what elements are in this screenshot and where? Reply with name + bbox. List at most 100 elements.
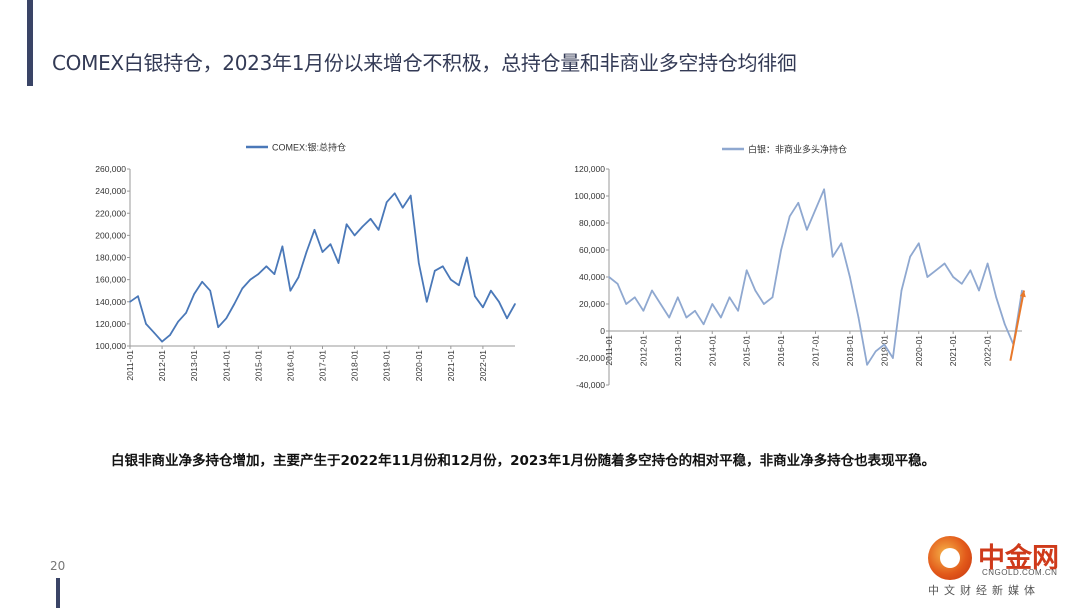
x-tick-label: 2011-01 xyxy=(604,335,614,366)
data-point xyxy=(892,357,894,359)
x-tick-label: 2013-01 xyxy=(673,335,683,366)
data-point xyxy=(728,296,731,299)
x-tick-label: 2012-01 xyxy=(638,335,648,366)
title-accent-bar xyxy=(27,0,33,86)
commentary-text: 白银非商业净多持仓增加，主要产生于2022年11月份和12月份，2023年1月份… xyxy=(111,453,936,469)
y-tick-label: 260,000 xyxy=(95,164,126,174)
data-point xyxy=(321,251,324,253)
y-tick-label: 40,000 xyxy=(579,272,605,282)
y-tick-label: 20,000 xyxy=(579,299,605,309)
logo-domain: CNGOLD.COM.CN xyxy=(982,568,1058,577)
data-point xyxy=(201,281,203,283)
x-tick-label: 2014-01 xyxy=(707,335,717,366)
data-point xyxy=(417,262,420,264)
data-point xyxy=(169,334,171,336)
data-point xyxy=(273,273,276,275)
data-point xyxy=(685,316,688,319)
data-point xyxy=(506,317,508,320)
series-line xyxy=(129,192,516,343)
y-tick-label: 80,000 xyxy=(579,218,605,228)
data-point xyxy=(137,295,139,298)
y-tick-label: 160,000 xyxy=(95,275,126,285)
x-tick-label: 2013-01 xyxy=(189,350,199,381)
data-point xyxy=(677,296,679,299)
data-point xyxy=(377,229,380,231)
x-tick-label: 2012-01 xyxy=(157,350,167,381)
data-point xyxy=(995,296,997,299)
x-tick-label: 2015-01 xyxy=(742,335,752,366)
data-point xyxy=(177,320,179,323)
y-tick-label: 140,000 xyxy=(95,297,126,307)
data-point xyxy=(514,303,516,305)
data-point xyxy=(754,289,757,292)
data-point xyxy=(608,276,610,278)
logo-slogan: 中文财经新媒体 xyxy=(928,584,1040,597)
legend-label: 白银：非商业多头净持仓 xyxy=(748,144,847,155)
data-point xyxy=(305,251,308,253)
data-point xyxy=(909,255,911,258)
y-tick-label: 120,000 xyxy=(95,319,126,329)
data-point xyxy=(129,300,131,303)
data-point xyxy=(883,343,886,346)
data-point xyxy=(788,215,791,218)
y-tick-label: 120,000 xyxy=(574,164,605,174)
data-point xyxy=(780,249,782,251)
data-point xyxy=(1021,289,1023,292)
x-tick-label: 2017-01 xyxy=(318,350,328,381)
data-point xyxy=(498,300,500,303)
y-tick-label: 100,000 xyxy=(574,191,605,201)
x-tick-label: 2022-01 xyxy=(478,350,488,381)
data-point xyxy=(233,303,236,305)
data-point xyxy=(337,262,340,264)
page-title: COMEX白银持仓，2023年1月份以来增仓不积极，总持仓量和非商业多空持仓均徘… xyxy=(52,51,797,75)
y-tick-label: 240,000 xyxy=(95,186,126,196)
data-point xyxy=(329,243,332,246)
x-tick-label: 2022-01 xyxy=(983,335,993,366)
logo-emblem-icon xyxy=(928,536,972,580)
trend-arrow xyxy=(1009,290,1025,361)
data-point xyxy=(952,276,954,278)
x-tick-label: 2017-01 xyxy=(811,335,821,366)
data-point xyxy=(900,289,903,292)
data-point xyxy=(369,217,372,220)
data-point xyxy=(153,331,155,334)
data-point xyxy=(651,289,653,292)
data-point xyxy=(763,303,765,305)
x-tick-label: 2020-01 xyxy=(914,335,924,366)
data-point xyxy=(702,323,705,326)
data-point xyxy=(771,296,774,299)
data-point xyxy=(345,223,348,226)
data-point xyxy=(737,309,739,312)
chart-net-long-position: -40,000 -20,000 0 20,000 40,000 60,000 80,000 1… xyxy=(574,144,1026,390)
logo-name: 中金网 xyxy=(978,543,1059,574)
y-tick-label: -20,000 xyxy=(576,353,605,363)
brand-logo: 中金网 CNGOLD.COM.CN 中文财经新媒体 xyxy=(920,534,1070,604)
data-point xyxy=(361,225,364,228)
data-point xyxy=(401,206,404,209)
x-tick-label: 2016-01 xyxy=(285,350,295,381)
data-point xyxy=(466,256,468,259)
data-point xyxy=(823,188,825,191)
data-point xyxy=(425,300,428,303)
data-point xyxy=(1003,323,1006,326)
x-tick-label: 2015-01 xyxy=(253,350,263,381)
data-point xyxy=(313,229,316,231)
data-point xyxy=(943,262,946,265)
data-point xyxy=(209,289,212,292)
data-point xyxy=(249,278,252,281)
data-point xyxy=(857,316,860,319)
y-tick-label: -40,000 xyxy=(576,380,605,390)
x-tick-label: 2018-01 xyxy=(350,350,360,381)
data-point xyxy=(840,242,843,245)
data-point xyxy=(849,276,851,278)
data-point xyxy=(917,242,920,245)
data-point xyxy=(145,323,147,325)
trend-arrow-head xyxy=(1019,290,1026,298)
x-tick-label: 2021-01 xyxy=(948,335,958,366)
x-tick-label: 2011-01 xyxy=(125,350,135,381)
data-point xyxy=(409,194,412,197)
data-point xyxy=(625,303,628,305)
data-point xyxy=(450,278,452,281)
data-point xyxy=(297,276,300,279)
data-point xyxy=(217,326,220,328)
